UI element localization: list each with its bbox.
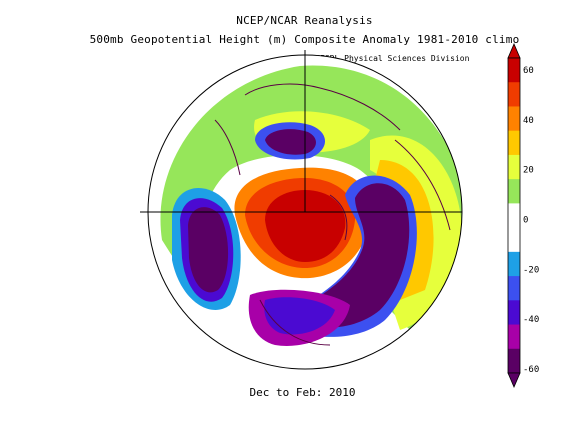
- anomaly-zone: [188, 207, 229, 293]
- anomaly-zone: [160, 65, 462, 330]
- colorbar-segment: [508, 130, 520, 156]
- colorbar-segment: [508, 106, 520, 132]
- colorbar-max-arrow: [507, 42, 521, 59]
- period-label: Dec to Feb: 2010: [249, 386, 356, 399]
- colorbar-segment: [508, 82, 520, 107]
- map-subtitle: 500mb Geopotential Height (m) Composite …: [89, 33, 520, 46]
- coastlines: [214, 83, 451, 346]
- colorbar-tick-label: 60: [523, 66, 534, 76]
- colorbar: [507, 42, 521, 389]
- colorbar-segment: [508, 179, 520, 204]
- anomaly-zone: [265, 190, 346, 262]
- credit-label: NOAA/ESRL Physical Sciences Division: [296, 54, 470, 63]
- colorbar-tick-label: -20: [523, 265, 539, 275]
- colorbar-segment: [508, 276, 520, 301]
- colorbar-tick-label: -60: [523, 365, 539, 375]
- colorbar-min-arrow: [507, 372, 521, 389]
- colorbar-tick-label: 20: [523, 166, 534, 176]
- colorbar-labels: 60 40 20 0 -20 -40 -60: [523, 66, 539, 375]
- map-title: NCEP/NCAR Reanalysis: [236, 14, 373, 27]
- colorbar-tick-label: -40: [523, 315, 539, 325]
- colorbar-segment: [508, 348, 520, 374]
- colorbar-segment: [508, 227, 520, 253]
- colorbar-segment: [508, 300, 520, 326]
- colorbar-segment: [508, 154, 520, 180]
- colorbar-segment: [508, 324, 520, 350]
- colorbar-tick-label: 40: [523, 116, 534, 126]
- colorbar-segment: [508, 58, 520, 83]
- anomaly-zone: [264, 297, 335, 335]
- colorbar-segment: [508, 251, 520, 277]
- colorbar-segment: [508, 203, 520, 229]
- anomaly-zone: [265, 129, 316, 155]
- colorbar-tick-label: 0: [523, 216, 528, 226]
- anomaly-zone: [275, 183, 410, 328]
- anomaly-zone: [375, 160, 434, 300]
